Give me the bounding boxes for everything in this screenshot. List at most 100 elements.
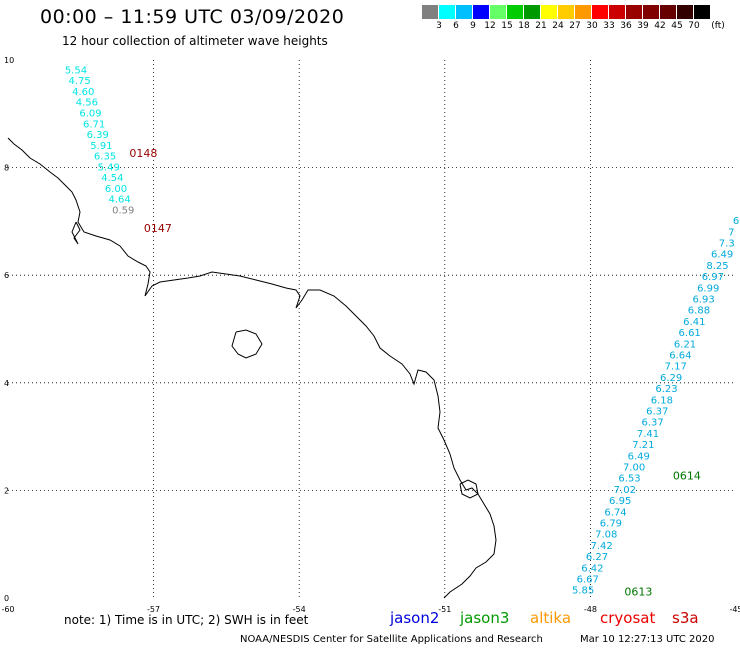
wave-height-value: 6.61 [679,328,701,339]
color-swatch [626,5,643,19]
lon-tick-label: -60 [1,605,14,614]
wave-height-value: 0.59 [112,205,134,216]
island-outline [231,329,263,359]
color-swatch [473,5,490,19]
page-subtitle: 12 hour collection of altimeter wave hei… [62,34,328,48]
wave-height-value: 6.93 [692,294,714,305]
page-title: 00:00 – 11:59 UTC 03/09/2020 [40,6,345,28]
wave-height-value: 5.91 [90,141,112,152]
wave-height-value: 7.00 [623,462,645,473]
wave-height-value: 6.64 [669,350,691,361]
wave-height-value: 6.29 [660,373,682,384]
color-swatch [609,5,626,19]
color-swatch [524,5,541,19]
wave-height-value: 7.17 [665,362,687,373]
wave-height-value: 6 [733,216,739,227]
lon-tick-label: -51 [438,605,451,614]
color-scale-label: 15 [501,21,513,31]
color-swatch [507,5,524,19]
wave-height-value: 6.71 [83,119,105,130]
color-scale-label: 42 [654,21,666,31]
island-outline [459,479,479,499]
lon-tick-label: -54 [293,605,306,614]
wave-height-value: 4.60 [72,87,94,98]
wave-height-value: 7.02 [614,485,636,496]
wave-height-value: 6.18 [651,395,673,406]
wave-height-value: 6.99 [697,283,719,294]
lat-tick-label: 8 [4,164,9,173]
color-scale-labels: 3 6 9 12 15 18 21 24 27 30 33 36 39 42 45 70 (ft) [422,21,740,33]
pass-time-label: 0148 [129,147,157,160]
wave-height-value: 6.37 [646,406,668,417]
pass-time-label: 0147 [144,222,172,235]
wave-height-value: 8.25 [706,261,728,272]
color-swatch [422,5,439,19]
wave-height-value: 6.09 [79,108,101,119]
color-swatch [439,5,456,19]
wave-height-value: 7 [728,227,734,238]
color-scale-label: 18 [518,21,530,31]
credit-text: NOAA/NESDIS Center for Satellite Applica… [240,634,543,645]
wave-height-value: 5.54 [65,65,87,76]
wave-height-value: 6.67 [577,574,599,585]
lon-tick-label: -57 [147,605,160,614]
wave-height-value: 6.88 [688,306,710,317]
lat-tick-label: 2 [4,486,9,495]
wave-height-value: 6.95 [609,496,631,507]
satellite-legend-item: altika [530,609,572,627]
color-swatch [541,5,558,19]
wave-height-value: 4.64 [108,195,130,206]
wave-height-value: 6.41 [683,317,705,328]
lon-tick-label: -48 [584,605,597,614]
wave-height-value: 6.49 [628,451,650,462]
wave-height-value: 7.42 [591,541,613,552]
coastline [7,137,497,599]
wave-height-value: 4.56 [76,98,98,109]
color-scale-bar [422,5,711,19]
wave-height-value: 4.54 [101,173,123,184]
lat-tick-label: 6 [4,271,9,280]
wave-height-value: 6.37 [641,418,663,429]
satellite-legend-item: cryosat [600,609,656,627]
wave-height-value: 6.79 [600,518,622,529]
color-scale-label: 6 [453,21,459,31]
satellite-legend-item: jason2 [390,609,440,627]
color-swatch [643,5,660,19]
wave-height-value: 5.85 [572,586,594,597]
wave-height-value: 7.08 [595,530,617,541]
wave-height-value: 6.23 [655,384,677,395]
lat-tick-label: 10 [4,56,14,65]
color-scale-label: 12 [484,21,496,31]
satellite-legend-item: s3a [672,609,699,627]
color-scale-label: 27 [569,21,581,31]
color-scale-label: 24 [552,21,564,31]
wave-height-value: 6.97 [702,272,724,283]
wave-height-value: 7.3 [719,238,735,249]
footer-note: note: 1) Time is in UTC; 2) SWH is in fe… [64,613,309,627]
color-swatch [456,5,473,19]
wave-height-value: 4.75 [68,76,90,87]
wave-height-value: 6.27 [586,552,608,563]
color-swatch [660,5,677,19]
color-scale-label: 70 [688,21,700,31]
color-scale-label: 36 [620,21,632,31]
wave-height-value: 6.49 [711,250,733,261]
wave-height-value: 6.21 [674,339,696,350]
wave-height-value: 7.41 [637,429,659,440]
color-scale-label: (ft) [711,21,725,31]
pass-time-label: 0613 [624,585,652,598]
color-scale-label: 3 [436,21,442,31]
color-scale-label: 39 [637,21,649,31]
lon-tick-label: -45 [729,605,740,614]
wave-height-value: 5.49 [98,162,120,173]
pass-time-label: 0614 [673,470,701,483]
wave-height-value: 6.39 [87,130,109,141]
wave-height-value: 6.74 [604,507,626,518]
wave-height-value: 7.21 [632,440,654,451]
color-scale-label: 21 [535,21,547,31]
color-swatch [558,5,575,19]
wave-height-value: 6.42 [581,563,603,574]
lat-tick-label: 0 [4,594,9,603]
color-scale-label: 33 [603,21,615,31]
